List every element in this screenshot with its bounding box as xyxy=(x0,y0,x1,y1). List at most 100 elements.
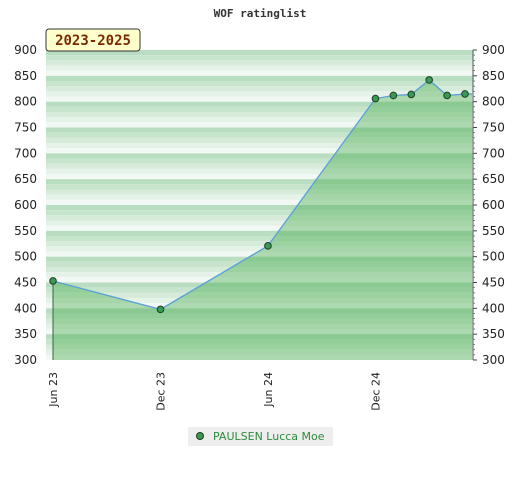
background-band xyxy=(46,55,473,61)
x-tick-label: Jun 23 xyxy=(47,372,60,408)
background-band xyxy=(46,174,473,180)
y-tick-left: 600 xyxy=(14,198,37,212)
y-axis-right: 300 350 400 450 500 550 600 650 700 750 800 850 900 xyxy=(472,43,505,367)
y-tick-right: 600 xyxy=(482,198,505,212)
background-band xyxy=(46,344,473,350)
points-layer xyxy=(49,76,469,314)
background-band xyxy=(46,292,473,298)
background-band xyxy=(46,277,473,283)
data-point-7[interactable] xyxy=(443,91,451,100)
background-band xyxy=(46,215,473,221)
period-badge: 2023-2025 xyxy=(45,28,141,52)
line-layer xyxy=(52,79,472,360)
period-badge-box xyxy=(45,28,141,52)
background-band xyxy=(46,236,473,242)
background-band xyxy=(46,148,473,154)
background-band xyxy=(46,75,473,81)
background-band xyxy=(46,127,473,133)
background-band xyxy=(46,313,473,319)
background-band xyxy=(46,65,473,71)
y-tick-left: 700 xyxy=(14,146,37,160)
y-tick-right: 650 xyxy=(482,172,505,186)
background-band xyxy=(46,163,473,169)
y-tick-right: 850 xyxy=(482,69,505,83)
background-band xyxy=(46,308,473,314)
background-band xyxy=(46,303,473,309)
background-band xyxy=(46,334,473,340)
background-band xyxy=(46,122,473,128)
background-band xyxy=(46,132,473,138)
data-point-4[interactable] xyxy=(389,91,398,100)
background-band xyxy=(46,143,473,149)
background-band xyxy=(46,298,473,304)
background-band xyxy=(46,106,473,112)
y-tick-right: 300 xyxy=(482,353,505,367)
x-tick-label: Dec 23 xyxy=(154,372,167,411)
background-band xyxy=(46,349,473,355)
background-band xyxy=(46,225,473,231)
y-tick-left: 350 xyxy=(14,327,37,341)
area-layer xyxy=(53,79,472,360)
background-band xyxy=(46,60,473,66)
y-tick-left: 650 xyxy=(14,172,37,186)
y-tick-left: 900 xyxy=(14,43,37,57)
y-tick-right: 350 xyxy=(482,327,505,341)
background-band xyxy=(46,153,473,159)
legend-marker xyxy=(196,432,204,440)
background-band xyxy=(46,272,473,278)
data-point-3[interactable] xyxy=(371,94,380,103)
legend-box xyxy=(188,427,333,446)
background-band xyxy=(46,323,473,329)
background-bands xyxy=(46,50,473,360)
background-band xyxy=(46,137,473,143)
y-tick-left: 550 xyxy=(14,224,37,238)
data-point-5[interactable] xyxy=(407,90,416,99)
series-area xyxy=(53,79,472,360)
background-band xyxy=(46,220,473,226)
y-tick-right: 500 xyxy=(482,250,505,264)
y-tick-right: 800 xyxy=(482,95,505,109)
background-band xyxy=(46,261,473,267)
background-band xyxy=(46,101,473,107)
background-band xyxy=(46,318,473,324)
y-tick-right: 400 xyxy=(482,301,505,315)
y-tick-right: 550 xyxy=(482,224,505,238)
background-band xyxy=(46,287,473,293)
y-tick-left: 850 xyxy=(14,69,37,83)
data-point-8[interactable] xyxy=(461,90,469,98)
chart-title: WOF ratinglist xyxy=(214,7,307,20)
background-band xyxy=(46,256,473,262)
y-tick-right: 750 xyxy=(482,121,505,135)
background-band xyxy=(46,50,473,56)
y-tick-left: 400 xyxy=(14,301,37,315)
background-band xyxy=(46,179,473,185)
x-tick-label: Jun 24 xyxy=(262,372,275,408)
y-tick-right: 900 xyxy=(482,43,505,57)
data-point-0[interactable] xyxy=(49,277,57,285)
background-band xyxy=(46,96,473,102)
y-tick-right: 450 xyxy=(482,276,505,290)
background-band xyxy=(46,194,473,200)
background-band xyxy=(46,184,473,190)
y-tick-left: 750 xyxy=(14,121,37,135)
series-line xyxy=(52,79,472,311)
x-axis: Jun 23 Dec 23 Jun 24 Dec 24 xyxy=(47,372,382,411)
background-band xyxy=(46,117,473,123)
background-band xyxy=(46,81,473,87)
legend-entry: PAULSEN Lucca Moe xyxy=(213,430,325,443)
period-badge-label: 2023-2025 xyxy=(55,33,131,49)
background-band xyxy=(46,168,473,174)
background-band xyxy=(46,246,473,252)
data-point-6[interactable] xyxy=(425,76,433,84)
data-point-1[interactable] xyxy=(156,305,165,314)
background-band xyxy=(46,251,473,257)
y-tick-left: 300 xyxy=(14,353,37,367)
y-tick-left: 800 xyxy=(14,95,37,109)
legend[interactable]: PAULSEN Lucca Moe xyxy=(188,427,333,446)
background-band xyxy=(46,70,473,76)
background-band xyxy=(46,86,473,92)
background-band xyxy=(46,210,473,216)
background-band xyxy=(46,354,473,360)
data-point-2[interactable] xyxy=(264,242,272,250)
